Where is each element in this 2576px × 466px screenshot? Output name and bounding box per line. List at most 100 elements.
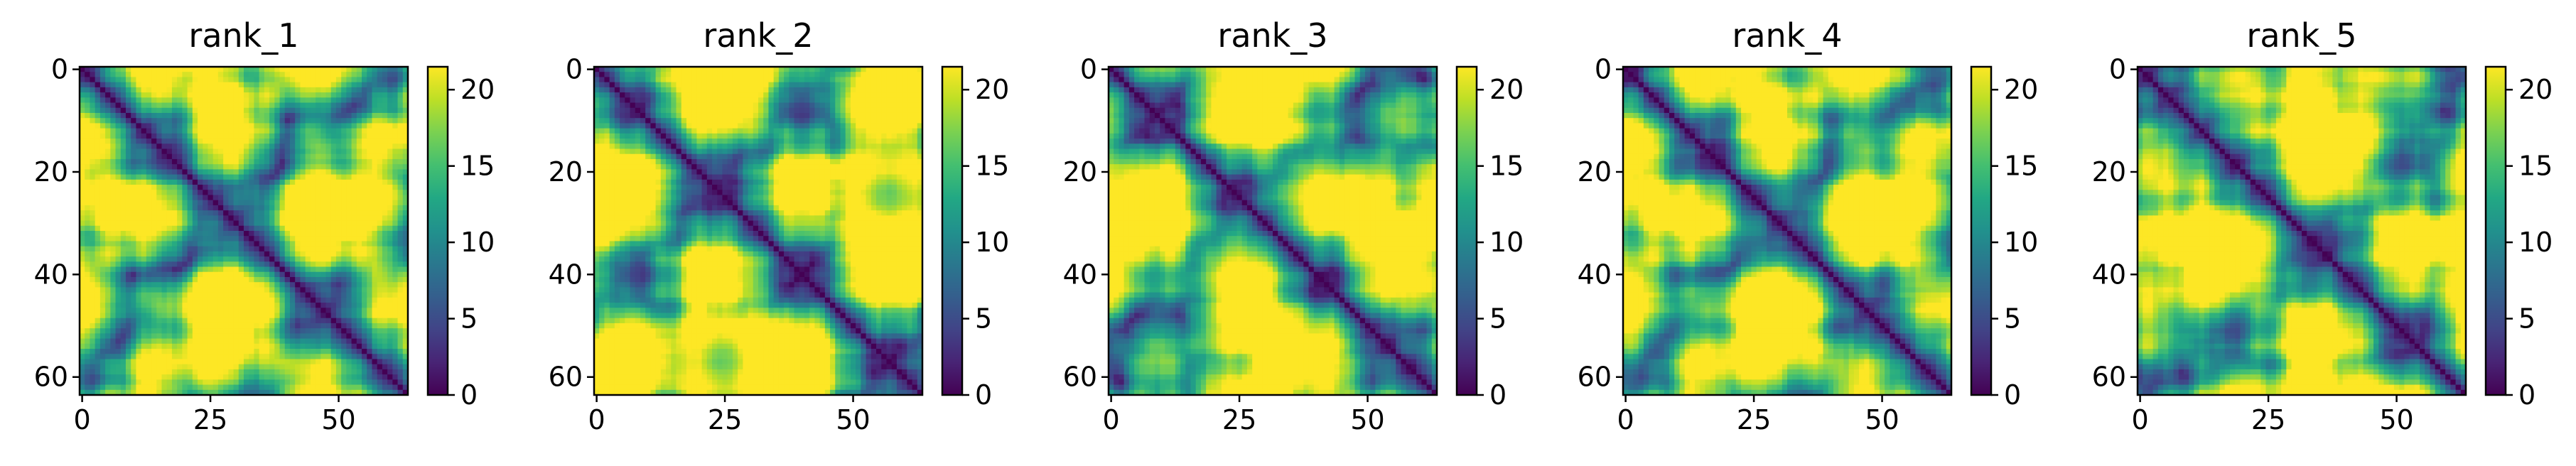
heatmap-cell	[131, 77, 136, 82]
heatmap-cell	[228, 261, 234, 267]
heatmap-cell	[686, 87, 692, 93]
heatmap-cell	[295, 210, 301, 216]
heatmap-cell	[311, 108, 316, 114]
heatmap-cell	[362, 72, 367, 77]
heatmap-cell	[126, 349, 131, 354]
heatmap-cell	[141, 82, 147, 88]
heatmap-cell	[105, 139, 111, 144]
heatmap-cell	[382, 261, 388, 267]
heatmap-cell	[382, 210, 388, 216]
heatmap-cell	[254, 82, 259, 88]
heatmap-cell	[367, 77, 372, 82]
heatmap-cell	[259, 246, 265, 252]
heatmap-cell	[228, 180, 234, 185]
heatmap-cell	[213, 118, 219, 124]
heatmap-cell	[295, 123, 301, 129]
heatmap-cell	[300, 246, 306, 252]
heatmap-cell	[341, 108, 347, 114]
heatmap-cell	[172, 246, 178, 252]
heatmap-cell	[177, 282, 183, 288]
heatmap-cell	[758, 72, 764, 77]
heatmap-cell	[121, 129, 126, 134]
heatmap-cell	[300, 236, 306, 242]
heatmap-cell	[650, 108, 656, 114]
heatmap-cell	[789, 87, 794, 93]
heatmap-cell	[239, 293, 244, 298]
heatmap-cell	[851, 87, 856, 93]
heatmap-cell	[105, 246, 111, 252]
heatmap-cell	[254, 159, 259, 165]
heatmap-cell	[320, 164, 326, 170]
heatmap-cell	[85, 328, 90, 334]
heatmap-cell	[640, 108, 646, 114]
heatmap-cell	[85, 251, 90, 257]
heatmap-cell	[392, 210, 398, 216]
heatmap-cell	[784, 82, 789, 88]
heatmap-cell	[208, 92, 213, 98]
heatmap-cell	[162, 190, 168, 195]
heatmap-cell	[620, 129, 625, 134]
heatmap-cell	[269, 379, 275, 385]
heatmap-cell	[326, 349, 332, 354]
heatmap-cell	[871, 72, 877, 77]
heatmap-cell	[234, 231, 239, 237]
heatmap-cell	[239, 154, 244, 160]
heatmap-cell	[331, 97, 337, 103]
heatmap-cell	[804, 118, 810, 124]
heatmap-cell	[320, 129, 326, 134]
heatmap-cell	[768, 113, 774, 119]
heatmap-cell	[110, 328, 116, 334]
heatmap-cell	[830, 129, 836, 134]
heatmap-cell	[311, 385, 316, 391]
heatmap-cell	[264, 272, 270, 278]
heatmap-cell	[876, 82, 882, 88]
heatmap-cell	[198, 190, 203, 195]
heatmap-cell	[274, 287, 280, 293]
heatmap-cell	[768, 87, 774, 93]
heatmap-cell	[249, 113, 254, 119]
heatmap-cell	[280, 190, 286, 195]
heatmap-cell	[774, 77, 780, 82]
heatmap-cell	[382, 159, 388, 165]
heatmap-cell	[362, 323, 367, 329]
heatmap-cell	[218, 379, 224, 385]
heatmap-cell	[90, 129, 95, 134]
heatmap-cell	[763, 113, 769, 119]
heatmap-cell	[398, 287, 404, 293]
heatmap-cell	[866, 123, 872, 129]
heatmap-cell	[162, 323, 168, 329]
heatmap-cell	[203, 169, 208, 175]
heatmap-cell	[274, 374, 280, 380]
heatmap-cell	[748, 97, 754, 103]
heatmap-cell	[336, 72, 342, 77]
heatmap-cell	[85, 210, 90, 216]
heatmap-cell	[249, 293, 254, 298]
heatmap-cell	[861, 103, 866, 109]
heatmap-cell	[172, 185, 178, 190]
heatmap-cell	[172, 277, 178, 283]
heatmap-cell	[763, 77, 769, 82]
heatmap-cell	[856, 87, 861, 93]
heatmap-cell	[331, 77, 337, 82]
heatmap-cell	[666, 92, 672, 98]
heatmap-cell	[167, 72, 173, 77]
heatmap-cell	[203, 129, 208, 134]
heatmap-cell	[136, 313, 141, 319]
heatmap-cell	[861, 97, 866, 103]
heatmap-cell	[372, 323, 377, 329]
heatmap-cell	[223, 231, 229, 237]
heatmap-cell	[311, 272, 316, 278]
heatmap-cell	[146, 226, 152, 232]
heatmap-cell	[907, 82, 912, 88]
heatmap-cell	[131, 374, 136, 380]
heatmap-cell	[274, 379, 280, 385]
heatmap-cell	[902, 92, 907, 98]
heatmap-cell	[733, 87, 738, 93]
heatmap-cell	[367, 349, 372, 354]
heatmap-cell	[326, 97, 332, 103]
heatmap-cell	[269, 339, 275, 345]
heatmap-cell	[218, 344, 224, 350]
heatmap-cell	[151, 344, 157, 350]
heatmap-cell	[285, 226, 291, 232]
heatmap-cell	[100, 241, 106, 246]
